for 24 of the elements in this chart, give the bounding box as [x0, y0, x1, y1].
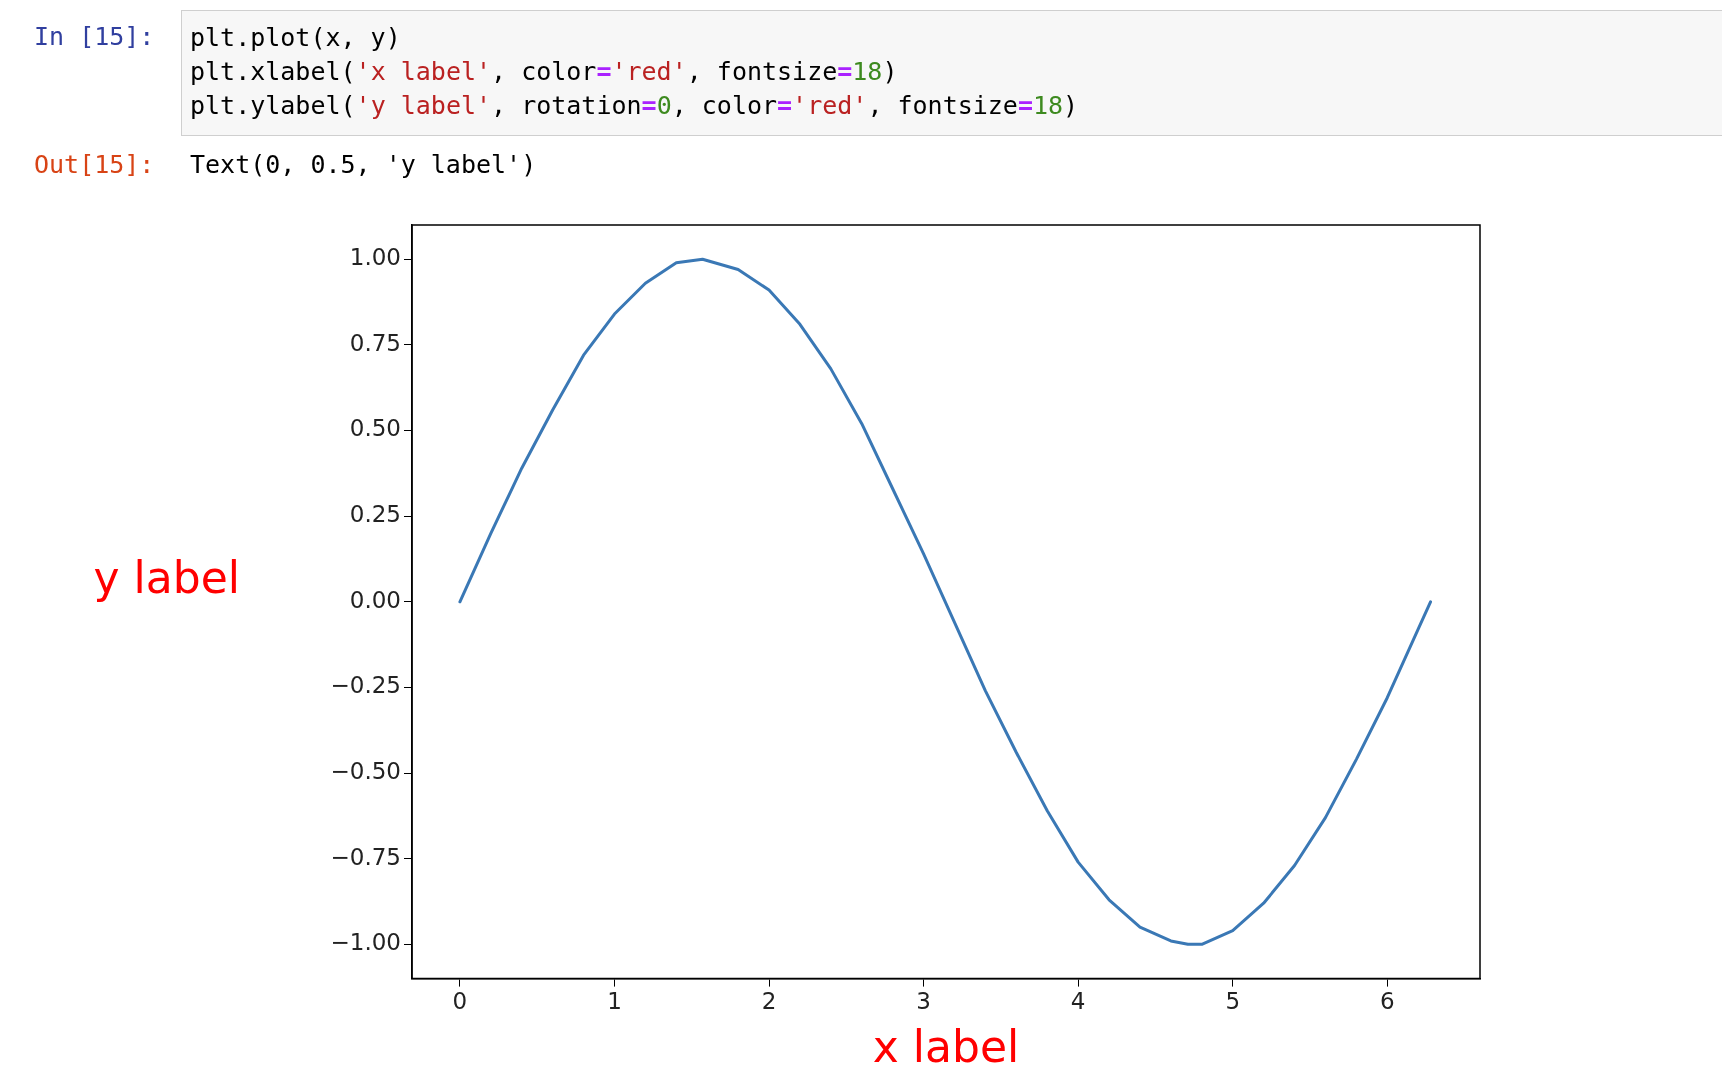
y-tick-label: −0.75 [330, 843, 401, 870]
y-tick-label: 1.00 [349, 244, 401, 271]
text: Text(0, 0.5, 'y label') [190, 150, 537, 179]
y-tick-label: 0.25 [349, 501, 401, 528]
text: plt.xlabel('x label', color='red', fontsize=18) [190, 57, 898, 86]
text: In [15]: [34, 22, 155, 51]
y-tick-label: −1.00 [330, 929, 401, 956]
y-tick-label: 0.00 [349, 586, 401, 613]
text: plt.plot(x, y) [190, 22, 402, 54]
text: Out[15]: [34, 150, 155, 179]
x-tick-label: 4 [1070, 988, 1086, 1015]
x-tick-label: 5 [1225, 988, 1241, 1015]
y-tick-label: 0.75 [349, 329, 401, 356]
x-tick-label: 0 [452, 988, 468, 1015]
x-tick-label: 1 [607, 988, 622, 1015]
y-axis-title: y label [93, 552, 240, 604]
text: plt.ylabel('y label', rotation=0, color='red', fontsize=18) [190, 91, 1079, 120]
x-axis-title: x label [872, 1021, 1020, 1073]
x-tick-label: 3 [916, 988, 931, 1015]
y-tick-label: −0.25 [330, 672, 401, 699]
x-tick-label: 2 [761, 988, 777, 1015]
y-tick-label: −0.50 [330, 758, 401, 785]
y-tick-label: 0.50 [349, 415, 401, 442]
x-tick-label: 6 [1379, 988, 1395, 1015]
